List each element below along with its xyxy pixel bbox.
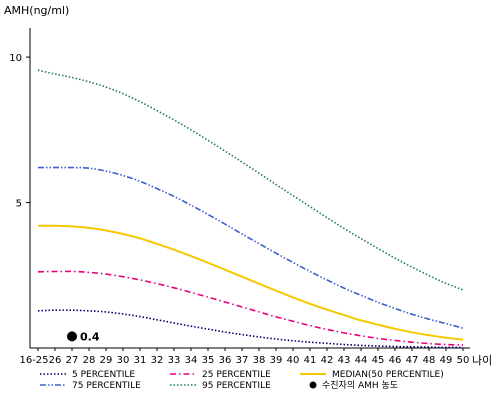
series-line <box>37 309 464 349</box>
y-tick-label: 10 <box>9 53 22 64</box>
series-lines <box>37 69 464 349</box>
x-tick-label: 50 <box>457 355 470 366</box>
x-tick-label: 28 <box>83 355 96 366</box>
y-axis-label: AMH(ng/ml) <box>4 4 69 17</box>
legend: 5 PERCENTILE 25 PERCENTILE MEDIAN(50 PERCE… <box>40 370 444 391</box>
x-axis-label: 나이 <box>472 354 492 367</box>
x-tick-label: 29 <box>100 355 113 366</box>
x-tick-label: 46 <box>389 355 402 366</box>
patient-point <box>67 331 77 342</box>
legend-entry: 75 PERCENTILE <box>72 381 141 391</box>
x-tick-label: 43 <box>338 355 351 366</box>
x-tick-label: 34 <box>185 355 198 366</box>
x-tick-label: 44 <box>355 355 368 366</box>
x-tick-label: 47 <box>406 355 419 366</box>
x-tick-label: 33 <box>168 355 181 366</box>
legend-entry: 5 PERCENTILE <box>72 370 135 380</box>
x-tick-label: 41 <box>304 355 317 366</box>
x-ticks: 16-25 26 27 28 29 30 31 32 33 34 35 36 37 38 39 40 41 42 4… <box>19 348 469 366</box>
x-tick-label: 36 <box>219 355 232 366</box>
x-tick-label: 26 <box>49 355 62 366</box>
x-tick-label: 35 <box>202 355 215 366</box>
y-tick-label: 5 <box>16 199 22 210</box>
patient-value-label: 0.4 <box>80 330 100 343</box>
x-tick-label: 32 <box>151 355 164 366</box>
x-tick-label: 40 <box>287 355 300 366</box>
legend-entry-patient: 수진자의 AMH 농도 <box>322 380 398 391</box>
series-line <box>37 69 464 291</box>
series-line <box>37 270 464 346</box>
x-tick-label: 48 <box>423 355 436 366</box>
x-tick-label: 30 <box>117 355 130 366</box>
legend-entry: 25 PERCENTILE <box>202 370 271 380</box>
legend-entry: 95 PERCENTILE <box>202 381 271 391</box>
y-ticks: 5 10 <box>9 53 30 210</box>
x-tick-label: 49 <box>440 355 453 366</box>
x-tick-label: 31 <box>134 355 147 366</box>
legend-entry: MEDIAN(50 PERCENTILE) <box>332 370 444 380</box>
x-tick-label: 37 <box>236 355 249 366</box>
x-tick-label: 39 <box>270 355 283 366</box>
x-tick-label: 42 <box>321 355 334 366</box>
series-line <box>37 224 464 341</box>
patient-marker: 0.4 <box>67 330 100 343</box>
x-tick-label: 16-25 <box>19 355 48 366</box>
x-tick-label: 45 <box>372 355 385 366</box>
axes: AMH(ng/ml) 나이 <box>4 4 492 367</box>
series-line <box>38 166 464 329</box>
x-tick-label: 38 <box>253 355 266 366</box>
legend-patient-swatch <box>309 381 317 389</box>
x-tick-label: 27 <box>66 355 79 366</box>
